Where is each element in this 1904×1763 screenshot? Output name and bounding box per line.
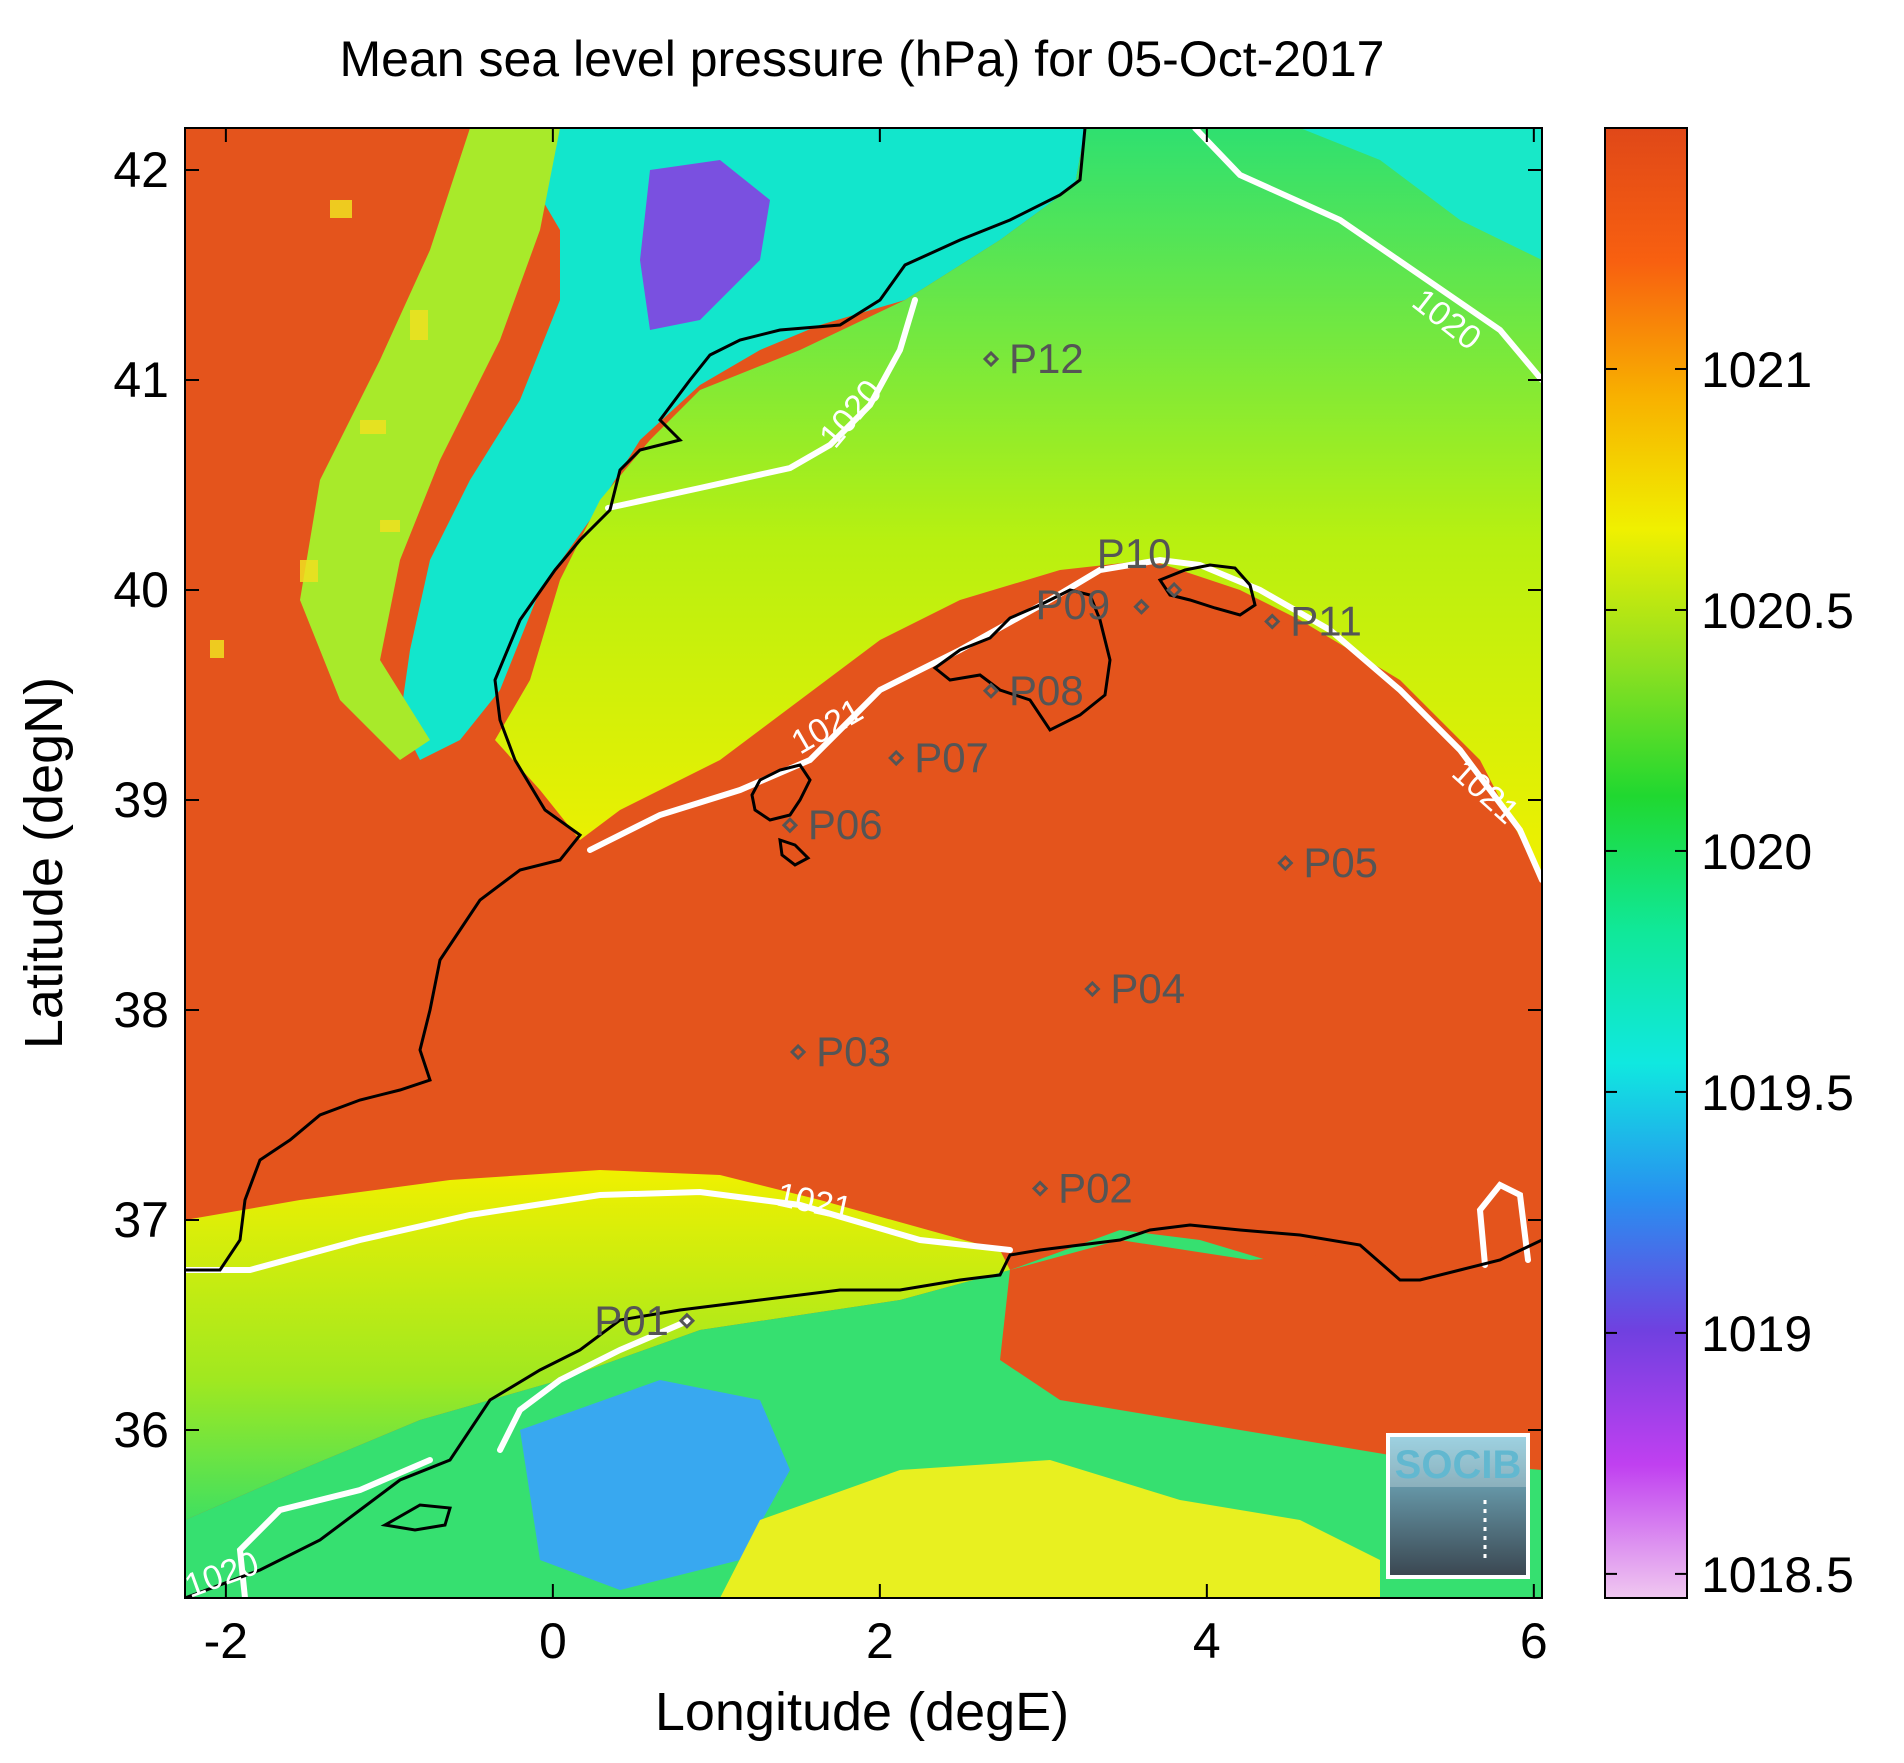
point-marker [982, 682, 1000, 699]
coast-iberia [185, 128, 1087, 1272]
point-label: P05 [1303, 839, 1378, 886]
pressure-contours [185, 128, 1542, 1598]
point-label: P02 [1058, 1165, 1133, 1212]
point-marker [1264, 613, 1281, 630]
colorbar-tick-label: 1019 [1701, 1306, 1812, 1362]
y-axis-label: Latitude (degN) [14, 677, 74, 1049]
point-label: P04 [1110, 965, 1185, 1012]
point-marker [1277, 854, 1294, 872]
socib-logo: SOCIB [1386, 1433, 1530, 1579]
y-tick-label: 37 [113, 1192, 169, 1248]
colorbar-tick-label: 1020.5 [1701, 583, 1854, 639]
colorbar: 1018.5 1019 1019.5 1020 1020.5 1021 [1604, 127, 1854, 1603]
land-iberia-texture [210, 200, 428, 658]
coast-formentera [778, 837, 811, 867]
y-tick-label: 40 [113, 562, 169, 618]
logo-text: SOCIB [1395, 1443, 1522, 1487]
sea-north-field [495, 128, 1542, 880]
coast-alboran-island [380, 1503, 452, 1532]
point-marker [982, 350, 1000, 368]
land-south-blue [520, 1380, 790, 1590]
point-label: P10 [1097, 530, 1172, 577]
sea-northeast-cyan [1300, 128, 1542, 260]
contour-1021-east-loop [1476, 1181, 1531, 1268]
land-very-low-pressure [640, 160, 770, 330]
colorbar-tick-label: 1019.5 [1701, 1065, 1854, 1121]
point-label: P06 [808, 801, 883, 848]
land-low-pressure-north [400, 128, 1085, 760]
point-marker [1031, 1180, 1049, 1197]
colorbar-tick-label: 1018.5 [1701, 1547, 1854, 1603]
x-tick-label: -2 [204, 1613, 248, 1669]
coast-ibiza [750, 763, 812, 822]
point-label: P03 [816, 1028, 891, 1075]
y-tick-label: 39 [113, 772, 169, 828]
point-marker [781, 817, 799, 834]
contour-1021-balearic [587, 556, 1542, 883]
map-frame [184, 127, 1543, 1599]
point-label: P12 [1009, 335, 1084, 382]
x-tick-label: 0 [539, 1613, 567, 1669]
point-label: P11 [1290, 598, 1362, 645]
colorbar-tick-label: 1020 [1701, 824, 1812, 880]
x-tick-label: 2 [866, 1613, 894, 1669]
point-marker [789, 1043, 807, 1061]
y-tick-label: 41 [113, 352, 169, 408]
land-mid-pressure-north [300, 128, 560, 760]
colorbar-tick-label: 1021 [1701, 342, 1812, 398]
point-marker [678, 1312, 696, 1329]
land-south-yellow [720, 1460, 1380, 1598]
point-label: P09 [1035, 581, 1110, 628]
sea-south-field [185, 1170, 1010, 1520]
contour-1020-northeast [1192, 128, 1542, 383]
point-label: P07 [914, 734, 989, 781]
colorbar-ticks: 1018.5 1019 1019.5 1020 1020.5 1021 [1605, 342, 1854, 1603]
x-tick-label: 4 [1193, 1613, 1221, 1669]
x-axis: -2 0 2 4 6 [204, 128, 1548, 1669]
x-tick-label: 6 [1520, 1613, 1548, 1669]
point-label: P08 [1009, 667, 1084, 714]
coastlines [185, 128, 1542, 1598]
coast-menorca [1157, 563, 1257, 617]
coast-algeria [185, 1223, 1542, 1598]
point-marker [888, 749, 905, 767]
point-label: P01 [594, 1297, 669, 1344]
y-tick-label: 38 [113, 982, 169, 1038]
contour-1021-south [185, 1188, 1013, 1273]
x-axis-label: Longitude (degE) [655, 1682, 1069, 1742]
chart-title: Mean sea level pressure (hPa) for 05-Oct… [340, 31, 1385, 87]
contour-1020-north-iberia [605, 297, 918, 511]
y-axis: 36 37 38 39 40 41 42 [113, 142, 1542, 1458]
land-south-high [1000, 1240, 1542, 1470]
point-marker [1133, 598, 1150, 615]
y-tick-label: 42 [113, 142, 169, 198]
point-marker [1166, 581, 1183, 599]
contour-1020-southwest [236, 1457, 433, 1598]
y-tick-label: 36 [113, 1402, 169, 1458]
point-marker [1084, 980, 1101, 998]
contour-1020-south [497, 1317, 693, 1453]
colorbar-fill [1604, 127, 1688, 1599]
